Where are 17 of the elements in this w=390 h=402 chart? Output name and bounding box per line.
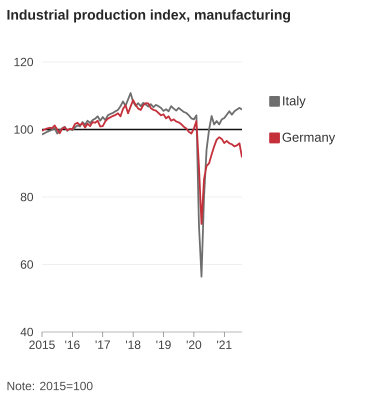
y-tick-label: 100 <box>14 125 34 134</box>
legend-label: Italy <box>283 96 306 108</box>
chart-title: Industrial production index, manufacturing <box>7 9 290 23</box>
x-tick-label: '19 <box>156 340 171 349</box>
x-tick-label: 2015 <box>29 340 55 349</box>
text: Note: 2015=100 <box>8 382 93 390</box>
line-series <box>42 99 242 225</box>
y-tick-label: 40 <box>20 328 34 336</box>
x-tick-label: '21 <box>217 340 232 349</box>
x-tick-label: '16 <box>65 340 80 349</box>
x-tick-label: '20 <box>186 340 202 349</box>
y-tick-label: 120 <box>14 58 34 66</box>
y-tick-label: 80 <box>20 192 34 202</box>
y-tick-label: 60 <box>20 260 34 269</box>
legend-label: Germany <box>282 132 336 144</box>
x-tick-label: '18 <box>126 340 140 349</box>
x-tick-label: '17 <box>96 340 110 349</box>
